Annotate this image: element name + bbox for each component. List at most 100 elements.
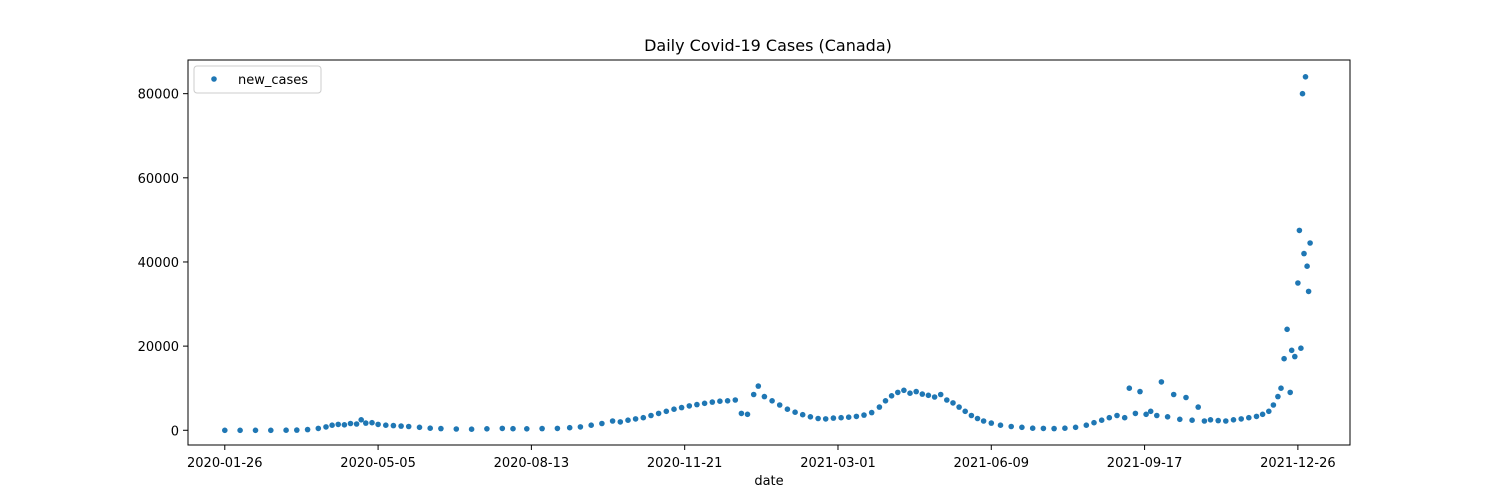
y-tick-label: 20000: [138, 340, 179, 355]
data-point: [554, 425, 561, 432]
data-point: [625, 417, 631, 424]
data-point: [1170, 391, 1177, 398]
data-point: [1301, 250, 1307, 257]
data-point: [663, 408, 670, 415]
data-point: [1253, 413, 1260, 420]
plot-area: [187, 59, 1351, 446]
data-point: [1296, 227, 1303, 234]
data-point: [931, 394, 938, 400]
x-tick-label: 2021-09-17: [1107, 456, 1183, 471]
data-point: [304, 426, 311, 433]
data-point: [1143, 411, 1149, 418]
data-point: [925, 392, 932, 399]
data-point: [453, 426, 460, 432]
x-tick-label: 2020-08-13: [494, 456, 570, 471]
data-point: [956, 404, 962, 410]
data-point: [792, 409, 798, 416]
data-point: [655, 410, 662, 417]
data-point: [566, 424, 573, 431]
data-point: [484, 426, 490, 432]
data-point: [769, 398, 775, 404]
data-point: [694, 401, 700, 408]
data-point: [1215, 417, 1221, 424]
data-point: [1284, 326, 1290, 333]
data-point: [335, 421, 342, 428]
data-point: [640, 414, 647, 421]
data-point: [363, 420, 369, 426]
x-tick-label: 2021-03-01: [800, 456, 876, 471]
data-point: [405, 423, 412, 430]
data-point: [353, 421, 360, 427]
data-point: [732, 397, 739, 403]
data-point: [416, 424, 423, 431]
data-point: [799, 411, 806, 418]
data-point: [838, 414, 844, 421]
data-point: [1072, 424, 1079, 431]
data-point: [341, 422, 348, 428]
data-point: [686, 403, 693, 409]
data-point: [1238, 416, 1244, 422]
data-point: [868, 409, 875, 416]
data-point: [744, 411, 751, 418]
data-point: [375, 421, 381, 428]
y-tick-label: 60000: [138, 172, 179, 187]
data-point: [524, 426, 530, 432]
data-point: [1019, 424, 1025, 431]
data-point: [678, 404, 685, 411]
data-point: [1266, 408, 1272, 415]
data-point: [390, 422, 397, 429]
data-point: [1295, 280, 1301, 286]
data-point: [709, 399, 716, 405]
data-point: [845, 414, 852, 421]
legend: new_cases: [193, 65, 322, 94]
data-point: [1201, 418, 1208, 424]
chart-title: Daily Covid-19 Cases (Canada): [644, 36, 892, 55]
data-point: [1106, 414, 1113, 421]
data-point: [1183, 394, 1189, 401]
data-point: [1164, 414, 1171, 420]
data-point: [599, 420, 605, 427]
data-point: [609, 418, 616, 424]
data-point: [876, 404, 883, 410]
data-point: [1158, 379, 1165, 385]
data-point: [724, 398, 731, 404]
data-point: [907, 390, 913, 397]
data-point: [761, 393, 768, 400]
data-point: [268, 427, 274, 434]
x-axis-label: date: [754, 474, 783, 489]
data-point: [1051, 425, 1057, 432]
data-point: [222, 427, 228, 434]
x-axis-ticks: 2020-01-26 2020-05-05 2020-08-13 2020-11-21…: [187, 445, 1336, 471]
data-point: [237, 427, 243, 434]
data-point: [383, 422, 389, 429]
data-point: [1302, 74, 1309, 80]
data-point: [369, 419, 375, 426]
data-point: [1040, 425, 1047, 432]
data-point: [830, 415, 837, 421]
y-tick-label: 40000: [138, 256, 179, 271]
data-point: [577, 424, 584, 430]
data-point: [1126, 385, 1133, 392]
data-point: [901, 387, 907, 394]
data-point: [784, 406, 791, 413]
data-point: [997, 422, 1004, 429]
data-point: [329, 422, 335, 429]
data-point: [882, 398, 889, 404]
data-point: [671, 406, 677, 413]
data-point: [1292, 353, 1298, 360]
y-tick-label: 80000: [138, 88, 179, 103]
data-point: [1154, 412, 1160, 419]
data-point: [427, 425, 434, 432]
data-point: [283, 427, 289, 434]
data-point: [1278, 385, 1284, 392]
data-point: [252, 427, 259, 434]
data-point: [861, 412, 867, 418]
data-point: [1304, 263, 1310, 270]
data-point: [1298, 345, 1304, 352]
data-point: [1008, 423, 1014, 430]
data-point: [347, 420, 354, 427]
data-point: [822, 416, 829, 422]
data-point: [1083, 422, 1090, 429]
data-point: [323, 424, 329, 430]
